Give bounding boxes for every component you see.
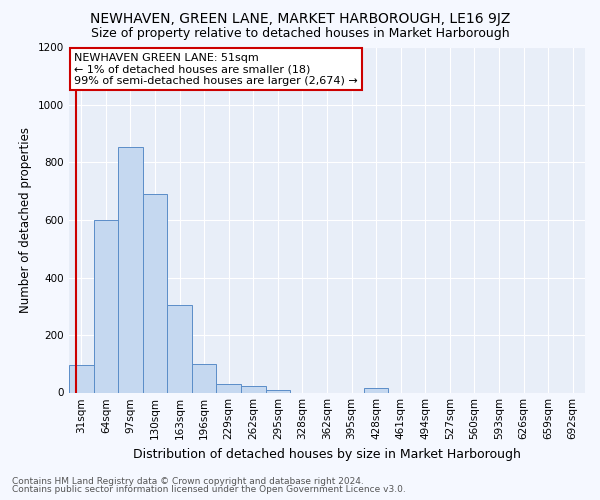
Bar bbox=[241, 386, 266, 392]
Bar bbox=[118, 146, 143, 392]
Text: Size of property relative to detached houses in Market Harborough: Size of property relative to detached ho… bbox=[91, 28, 509, 40]
Bar bbox=[192, 364, 217, 392]
Text: NEWHAVEN GREEN LANE: 51sqm
← 1% of detached houses are smaller (18)
99% of semi-: NEWHAVEN GREEN LANE: 51sqm ← 1% of detac… bbox=[74, 52, 358, 86]
Bar bbox=[266, 390, 290, 392]
Text: NEWHAVEN, GREEN LANE, MARKET HARBOROUGH, LE16 9JZ: NEWHAVEN, GREEN LANE, MARKET HARBOROUGH,… bbox=[90, 12, 510, 26]
Bar bbox=[167, 305, 192, 392]
Bar bbox=[217, 384, 241, 392]
Bar bbox=[143, 194, 167, 392]
X-axis label: Distribution of detached houses by size in Market Harborough: Distribution of detached houses by size … bbox=[133, 448, 521, 461]
Bar bbox=[94, 220, 118, 392]
Text: Contains public sector information licensed under the Open Government Licence v3: Contains public sector information licen… bbox=[12, 485, 406, 494]
Bar bbox=[69, 365, 94, 392]
Y-axis label: Number of detached properties: Number of detached properties bbox=[19, 127, 32, 313]
Bar bbox=[364, 388, 388, 392]
Text: Contains HM Land Registry data © Crown copyright and database right 2024.: Contains HM Land Registry data © Crown c… bbox=[12, 477, 364, 486]
